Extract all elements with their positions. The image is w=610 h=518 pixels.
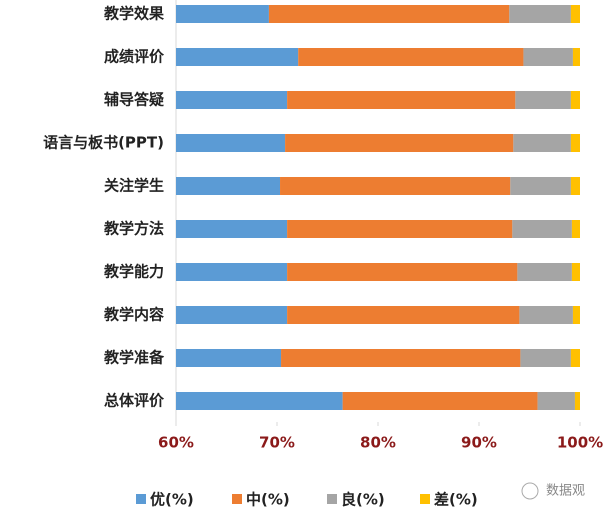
bar-segment (570, 177, 580, 195)
plot-area (176, 5, 580, 410)
bar-segment (570, 5, 580, 23)
bar-segment (176, 263, 288, 281)
watermark-icon (521, 482, 539, 500)
legend-label: 中(%) (246, 491, 290, 509)
y-tick-label: 教学能力 (103, 263, 164, 281)
bar-segment (176, 48, 299, 66)
y-tick-label: 辅导答疑 (104, 91, 164, 109)
x-tick-label: 90% (461, 434, 497, 452)
bar-segment (537, 392, 575, 410)
y-tick-label: 教学效果 (103, 5, 165, 23)
bar-segment (280, 177, 511, 195)
bar-segment (520, 349, 571, 367)
bar-segment (287, 263, 518, 281)
bar-segment (176, 177, 281, 195)
y-tick-label: 教学准备 (103, 349, 165, 367)
bar-segment (571, 220, 580, 238)
bar-segment (287, 91, 516, 109)
bar-segment (285, 134, 514, 152)
bar-segment (281, 349, 521, 367)
y-tick-label: 总体评价 (104, 392, 165, 410)
y-tick-label: 成绩评价 (104, 48, 165, 66)
bar-segment (574, 392, 580, 410)
legend-label: 良(%) (341, 491, 385, 509)
legend-swatch (420, 494, 430, 504)
bar-segment (509, 5, 571, 23)
bar-segment (513, 134, 571, 152)
bar-segment (510, 177, 571, 195)
bar-segment (519, 306, 573, 324)
bar-segment (523, 48, 573, 66)
x-tick-label: 100% (557, 434, 603, 452)
bar-segment (176, 220, 288, 238)
bar-segment (176, 91, 288, 109)
y-tick-label: 教学内容 (103, 306, 164, 324)
bar-segment (176, 392, 343, 410)
y-tick-label: 教学方法 (103, 220, 164, 238)
legend-label: 差(%) (434, 491, 478, 509)
bar-segment (176, 5, 269, 23)
bar-segment (176, 134, 286, 152)
bar-segment (176, 306, 288, 324)
bar-segment (512, 220, 572, 238)
x-tick-label: 60% (158, 434, 194, 452)
bar-segment (570, 91, 580, 109)
bar-segment (268, 5, 510, 23)
legend-swatch (327, 494, 337, 504)
bar-segment (287, 306, 520, 324)
y-tick-label: 关注学生 (104, 177, 164, 195)
bar-segment (515, 91, 571, 109)
legend-swatch (232, 494, 242, 504)
bar-segment (571, 263, 580, 281)
x-tick-label: 80% (360, 434, 396, 452)
bar-segment (517, 263, 572, 281)
bar-segment (176, 349, 282, 367)
bar-segment (298, 48, 524, 66)
bar-segment (572, 48, 580, 66)
bar-segment (570, 134, 580, 152)
bar-segment (287, 220, 513, 238)
watermark: 数据观 (546, 484, 585, 499)
bar-segment (342, 392, 538, 410)
x-tick-label: 70% (259, 434, 295, 452)
legend-label: 优(%) (150, 491, 194, 509)
bar-segment (570, 349, 580, 367)
bar-segment (572, 306, 580, 324)
legend-swatch (136, 494, 146, 504)
y-tick-label: 语言与板书(PPT) (43, 134, 164, 152)
